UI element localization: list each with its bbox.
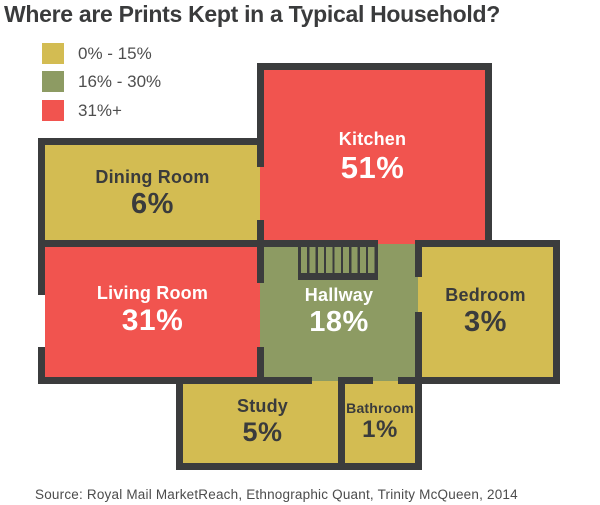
room-hallway: Hallway 18% xyxy=(260,244,418,381)
wall-segment xyxy=(257,63,492,70)
legend-swatch-high xyxy=(42,100,64,121)
room-kitchen-value: 51% xyxy=(340,149,405,185)
room-dining-value: 6% xyxy=(131,188,174,221)
room-living: Living Room 31% xyxy=(45,244,260,377)
legend-label-high: 31%+ xyxy=(78,100,122,120)
wall-segment xyxy=(553,240,560,384)
wall-segment xyxy=(398,377,560,384)
room-study: Study 5% xyxy=(183,381,342,463)
room-hallway-value: 18% xyxy=(309,306,369,339)
wall-segment xyxy=(38,138,45,295)
room-living-label: Living Room xyxy=(96,282,209,303)
wall-segment xyxy=(257,220,264,283)
room-bedroom-label: Bedroom xyxy=(445,284,526,305)
chart-title: Where are Prints Kept in a Typical House… xyxy=(4,1,501,27)
wall-segment xyxy=(485,63,492,247)
legend-label-mid: 16% - 30% xyxy=(78,71,162,91)
wall-segment xyxy=(415,240,422,277)
wall-segment xyxy=(415,312,422,470)
room-bedroom: Bedroom 3% xyxy=(418,247,553,377)
legend-swatch-mid xyxy=(42,71,64,92)
room-living-value: 31% xyxy=(121,303,184,337)
room-bathroom: Bathroom 1% xyxy=(342,381,418,463)
wall-segment xyxy=(38,138,264,145)
wall-segment xyxy=(257,347,264,384)
room-kitchen-label: Kitchen xyxy=(338,128,407,149)
staircase-icon xyxy=(298,244,378,280)
room-bedroom-value: 3% xyxy=(464,305,507,338)
room-dining: Dining Room 6% xyxy=(45,145,260,244)
legend-item-low: 0% - 15% xyxy=(42,43,152,64)
wall-segment xyxy=(338,377,373,384)
wall-segment xyxy=(257,63,264,167)
legend-swatch-low xyxy=(42,43,64,64)
room-dining-label: Dining Room xyxy=(95,167,210,188)
legend-item-high: 31%+ xyxy=(42,100,122,121)
room-study-value: 5% xyxy=(242,416,283,447)
room-bathroom-label: Bathroom xyxy=(346,400,414,417)
legend-label-low: 0% - 15% xyxy=(78,43,152,63)
wall-segment xyxy=(38,240,378,247)
wall-segment xyxy=(176,463,422,470)
wall-segment xyxy=(176,377,183,470)
room-bathroom-value: 1% xyxy=(362,416,398,444)
room-kitchen: Kitchen 51% xyxy=(260,70,485,244)
wall-segment xyxy=(38,377,312,384)
room-hallway-label: Hallway xyxy=(304,285,374,306)
legend-item-mid: 16% - 30% xyxy=(42,71,161,92)
source-text: Source: Royal Mail MarketReach, Ethnogra… xyxy=(35,487,518,502)
room-study-label: Study xyxy=(236,396,288,417)
wall-segment xyxy=(38,347,45,384)
wall-segment xyxy=(338,377,345,470)
